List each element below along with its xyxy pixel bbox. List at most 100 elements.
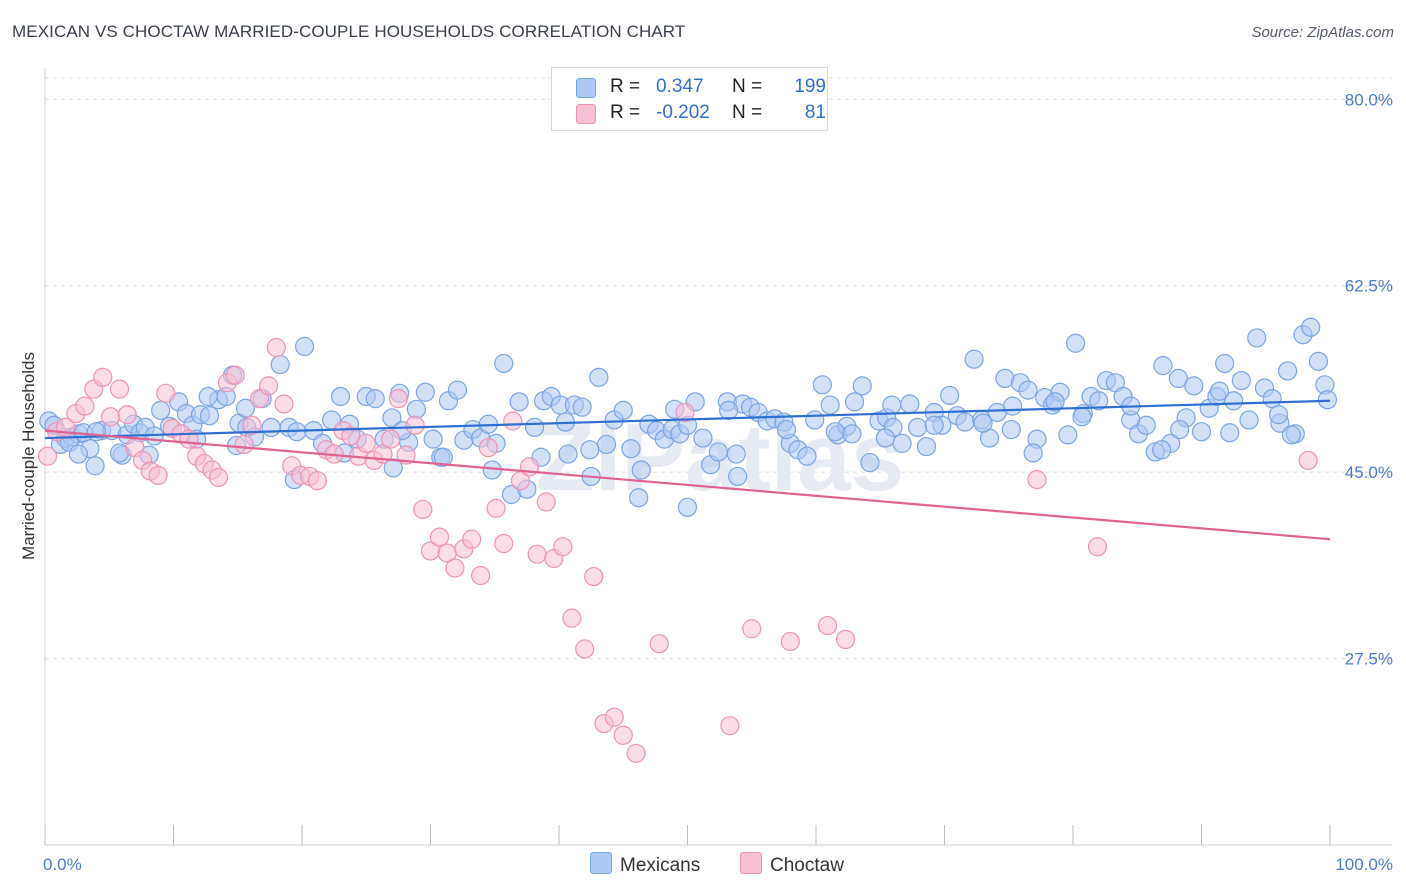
data-point (805, 410, 825, 430)
data-point (405, 415, 425, 435)
data-point (242, 415, 262, 435)
r-label: R = (610, 102, 641, 123)
data-point (1153, 356, 1173, 376)
data-point (852, 376, 872, 396)
y-tick-labels: 80.0% 62.5% 45.0% 27.5% (1345, 90, 1393, 668)
data-point (558, 444, 578, 464)
data-point (86, 422, 107, 442)
data-point (1136, 415, 1156, 435)
data-point (208, 467, 229, 488)
data-point (1065, 333, 1086, 353)
data-point (820, 395, 840, 415)
data-point (572, 397, 592, 417)
data-point (708, 442, 728, 462)
data-point (85, 456, 105, 476)
y-tick-label: 62.5% (1345, 277, 1393, 296)
data-point (494, 533, 514, 554)
data-point (553, 537, 573, 557)
data-point (844, 392, 865, 412)
n-label: N = (732, 76, 763, 97)
data-point (68, 444, 89, 464)
data-point (37, 446, 58, 466)
data-point (955, 412, 975, 432)
data-point (1045, 392, 1065, 412)
data-point (613, 400, 633, 420)
data-point (631, 460, 651, 480)
data-point (860, 452, 880, 473)
data-point (429, 527, 450, 547)
r-value: -0.202 (656, 102, 710, 123)
data-point (1058, 425, 1078, 445)
data-point (613, 725, 633, 745)
data-point (156, 383, 176, 403)
data-point (1089, 391, 1109, 411)
choctaw-points (37, 337, 1318, 763)
data-point (341, 426, 361, 446)
legend-item-mexicans: Mexicans (590, 852, 700, 877)
data-point (1209, 381, 1230, 401)
legend-label-choctaw: Choctaw (770, 855, 844, 876)
data-point (1152, 440, 1172, 460)
data-point (100, 407, 121, 427)
data-point (817, 615, 838, 636)
data-point (330, 386, 351, 407)
data-point (509, 392, 529, 412)
data-point (494, 353, 514, 374)
n-value: 81 (804, 102, 826, 123)
data-point (720, 716, 740, 736)
data-point (356, 433, 376, 453)
chart-title: MEXICAN VS CHOCTAW MARRIED-COUPLE HOUSEH… (12, 22, 686, 41)
data-point (1298, 450, 1318, 471)
data-point (626, 743, 646, 763)
data-point (294, 336, 315, 357)
data-point (924, 415, 944, 435)
data-point (307, 471, 328, 491)
data-point (726, 444, 746, 464)
data-point (562, 608, 582, 628)
data-point (875, 428, 895, 448)
data-point (478, 438, 498, 458)
data-point (825, 422, 845, 442)
data-point (584, 566, 604, 587)
data-point (1308, 351, 1329, 371)
data-point (462, 529, 482, 549)
data-point (604, 707, 624, 727)
data-point (235, 398, 256, 418)
data-point (388, 389, 408, 409)
source-label: Source: ZipAtlas.com (1251, 24, 1394, 41)
x-tick-label: 100.0% (1335, 855, 1393, 874)
data-point (1191, 422, 1212, 442)
data-point (198, 386, 218, 407)
data-point (907, 417, 928, 438)
data-point (471, 565, 491, 586)
grid-lines (45, 77, 1392, 660)
data-point (1018, 380, 1038, 400)
data-point (117, 405, 137, 425)
data-point (524, 417, 545, 438)
trend-lines (44, 399, 1331, 541)
data-point (447, 380, 468, 400)
data-point (964, 349, 984, 369)
data-point (776, 419, 797, 440)
data-point (1003, 396, 1023, 416)
data-point (75, 396, 95, 416)
data-point (728, 466, 748, 487)
data-point (365, 389, 385, 409)
data-point (1220, 423, 1240, 443)
data-point (742, 619, 762, 639)
data-point (1317, 390, 1338, 410)
data-point (675, 402, 695, 423)
data-point (93, 367, 113, 387)
legend-item-choctaw: Choctaw (740, 852, 844, 877)
data-point (719, 400, 739, 420)
y-tick-label: 80.0% (1345, 90, 1393, 109)
legend-swatch-choctaw (576, 104, 596, 124)
data-point (580, 440, 600, 460)
data-point (621, 439, 641, 459)
data-point (629, 488, 649, 508)
data-point (1277, 361, 1298, 381)
data-point (812, 375, 833, 395)
data-point (973, 413, 993, 433)
data-point (1168, 368, 1188, 389)
